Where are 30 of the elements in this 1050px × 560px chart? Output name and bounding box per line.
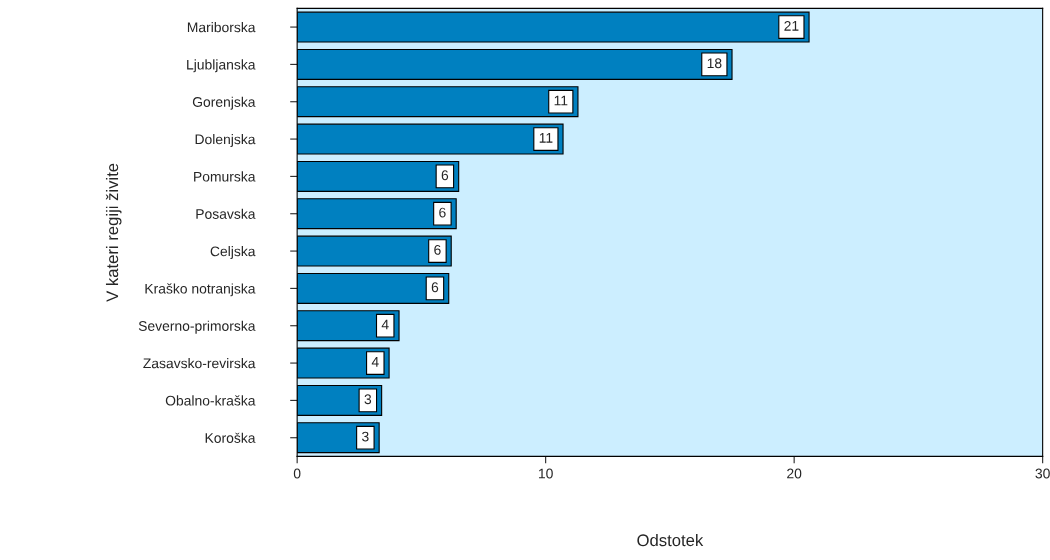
x-axis-title: Odstotek	[637, 533, 704, 547]
data-label: 6	[441, 170, 449, 181]
data-label: 11	[539, 133, 553, 143]
y-tick-label: Zasavsko-revirska	[143, 358, 256, 369]
y-tick-label: Ljubljanska	[187, 59, 256, 73]
y-tick-label: Pomurska	[194, 171, 256, 182]
data-label: 6	[439, 207, 446, 218]
y-tick-label: Posavska	[196, 208, 256, 219]
data-label: 4	[371, 357, 379, 367]
x-tick-label: 10	[538, 468, 553, 479]
x-tick-label: 20	[787, 468, 802, 479]
x-tick-label: 0	[293, 468, 301, 479]
data-label: 4	[381, 319, 389, 330]
data-label: 6	[434, 244, 441, 255]
y-tick-label: Celjska	[210, 246, 256, 259]
data-label: 3	[364, 394, 372, 405]
data-label: 3	[362, 431, 369, 442]
y-tick-label: Severno-primorska	[138, 320, 256, 334]
data-label: 18	[707, 58, 722, 69]
y-tick-label: Dolenjska	[195, 134, 256, 147]
data-label: 11	[554, 95, 568, 106]
y-tick-label: Koroška	[205, 432, 256, 443]
y-axis-title: V kateri regiji živite	[105, 163, 122, 302]
y-tick-label: Mariborska	[187, 22, 256, 33]
y-tick-label: Gorenjska	[192, 96, 256, 110]
y-tick-label: Obalno-kraška	[165, 395, 256, 406]
y-tick-label: Kraško notranjska	[145, 283, 256, 297]
data-label: 6	[431, 282, 439, 293]
x-tick-label: 30	[1035, 468, 1050, 479]
data-label: 21	[784, 20, 799, 31]
